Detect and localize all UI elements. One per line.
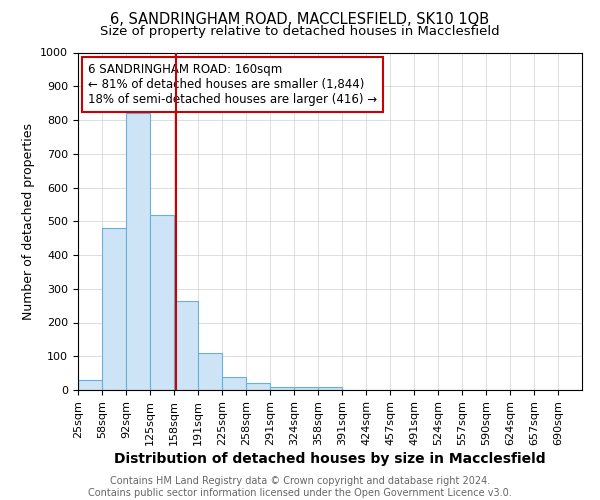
Bar (222, 376, 246, 390)
Bar (126, 114, 150, 390)
Bar (102, 228, 126, 390)
Bar (294, 388, 318, 390)
Text: 6 SANDRINGHAM ROAD: 160sqm
← 81% of detached houses are smaller (1,844)
18% of s: 6 SANDRINGHAM ROAD: 160sqm ← 81% of deta… (88, 62, 377, 106)
Bar (150, 214, 174, 390)
Text: Contains HM Land Registry data © Crown copyright and database right 2024.
Contai: Contains HM Land Registry data © Crown c… (88, 476, 512, 498)
Bar (270, 386, 294, 390)
Bar (318, 388, 342, 390)
Text: Size of property relative to detached houses in Macclesfield: Size of property relative to detached ho… (100, 25, 500, 38)
Bar (174, 300, 198, 390)
Bar (198, 353, 222, 390)
Y-axis label: Number of detached properties: Number of detached properties (22, 122, 35, 320)
Bar (246, 383, 270, 390)
Bar (78, 380, 102, 390)
X-axis label: Distribution of detached houses by size in Macclesfield: Distribution of detached houses by size … (114, 452, 546, 466)
Text: 6, SANDRINGHAM ROAD, MACCLESFIELD, SK10 1QB: 6, SANDRINGHAM ROAD, MACCLESFIELD, SK10 … (110, 12, 490, 28)
